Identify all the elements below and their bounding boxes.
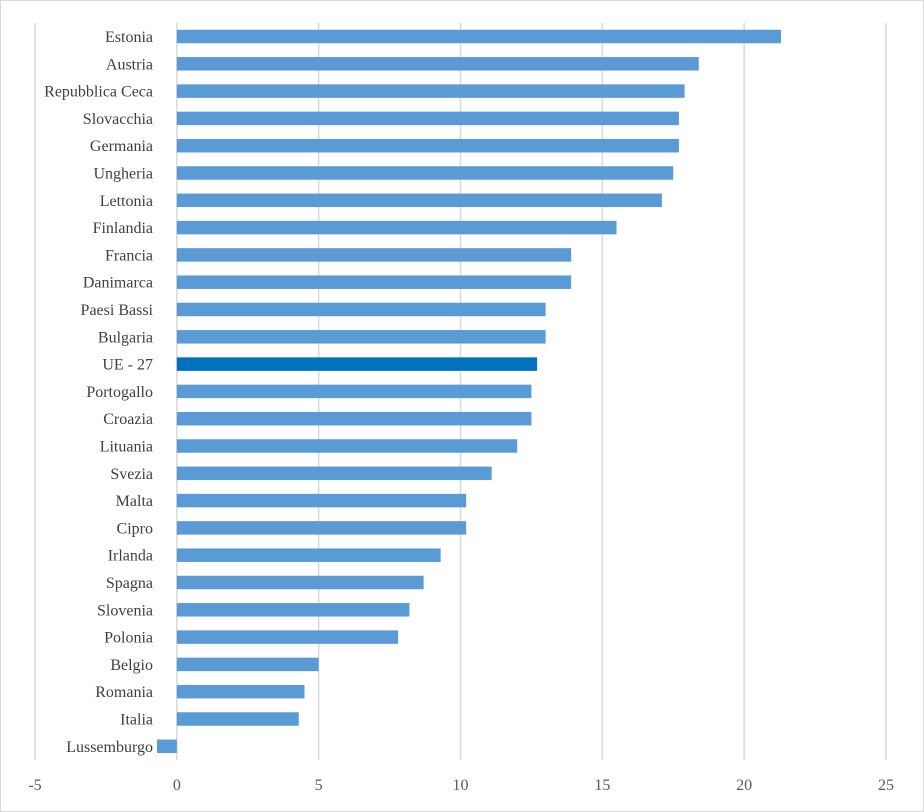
category-label: Lituania (100, 439, 153, 456)
category-label: Slovenia (97, 602, 153, 619)
category-label: Ungheria (93, 166, 153, 183)
bar (176, 384, 532, 399)
bar (176, 684, 305, 699)
category-label: Austria (106, 56, 153, 73)
bar (176, 657, 319, 672)
category-labels: Estonia Austria Repubblica Ceca Slovacchia G… (44, 29, 153, 756)
bar (176, 84, 685, 98)
x-tick-label: 5 (315, 777, 323, 794)
bar (176, 411, 532, 426)
category-label: Romania (95, 684, 153, 701)
category-label: Portogallo (86, 384, 153, 401)
bar (176, 275, 572, 289)
x-tick-label: 10 (453, 777, 469, 794)
bar (176, 521, 467, 535)
bar (176, 548, 441, 562)
category-label: Repubblica Ceca (44, 84, 153, 101)
category-label: Danimarca (83, 275, 153, 292)
bar (176, 439, 518, 453)
category-label: Germania (90, 138, 153, 155)
x-tick-label: 15 (594, 777, 610, 794)
bar (176, 330, 546, 344)
x-axis-tick-labels: -5 0 5 10 15 20 25 (28, 777, 894, 794)
category-label: Malta (116, 493, 153, 510)
bar (176, 29, 782, 44)
category-label: Lussemburgo (66, 739, 153, 756)
category-label: Cipro (117, 520, 153, 537)
bar (176, 493, 467, 508)
category-label: Svezia (110, 466, 153, 483)
x-tick-label: 0 (173, 777, 181, 794)
category-label: Italia (120, 712, 153, 729)
category-label: Irlanda (108, 548, 153, 565)
bar (176, 138, 679, 153)
bar (176, 220, 617, 235)
bar (176, 630, 399, 644)
bar (176, 712, 299, 726)
x-tick-label: -5 (28, 777, 41, 794)
category-label: Bulgaria (98, 329, 153, 346)
bar (156, 739, 177, 754)
bar (176, 193, 662, 208)
category-label: Estonia (105, 29, 153, 46)
category-label: Finlandia (93, 220, 153, 237)
category-label: Croazia (103, 411, 153, 428)
bar (176, 466, 492, 481)
bar (176, 603, 410, 617)
category-label: Spagna (106, 575, 153, 592)
category-label: Belgio (110, 657, 153, 674)
bar (176, 166, 674, 180)
bar (176, 57, 699, 71)
bar (176, 302, 546, 317)
bars (156, 29, 782, 754)
bar (176, 575, 424, 590)
x-tick-label: 25 (878, 777, 894, 794)
category-label: Polonia (104, 630, 153, 647)
bar (176, 111, 679, 126)
category-label: Francia (105, 247, 153, 264)
bar-highlight (176, 357, 538, 371)
category-label: Paesi Bassi (81, 302, 154, 319)
category-label: Slovacchia (83, 111, 153, 128)
category-label: Lettonia (100, 193, 153, 210)
bar (176, 248, 572, 262)
x-tick-label: 20 (736, 777, 752, 794)
category-label: UE - 27 (102, 357, 153, 374)
